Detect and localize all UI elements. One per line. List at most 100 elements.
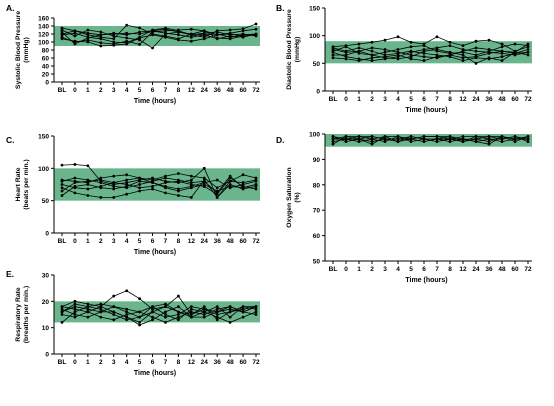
x-tick-label: 1 — [86, 359, 90, 366]
data-point — [189, 33, 193, 37]
data-point — [370, 142, 374, 146]
data-point — [422, 140, 426, 144]
data-point — [125, 178, 129, 182]
x-tick-label: BL — [329, 266, 338, 273]
y-tick-label: 60 — [42, 56, 50, 63]
data-point — [241, 27, 245, 31]
data-point — [73, 39, 77, 43]
y-tick-label: 70 — [313, 208, 321, 215]
data-point — [396, 51, 400, 55]
series-6 — [60, 26, 258, 39]
series-7 — [60, 32, 258, 48]
data-point — [254, 313, 258, 316]
x-axis-title: Time (hours) — [405, 107, 447, 114]
data-point — [526, 53, 530, 57]
data-point — [513, 42, 517, 46]
data-point — [164, 29, 167, 33]
data-point — [448, 44, 452, 48]
data-point — [189, 178, 193, 182]
y-tick-label: 100 — [38, 40, 49, 47]
data-point — [241, 315, 245, 319]
x-tick-label: 7 — [164, 359, 168, 366]
data-point — [409, 45, 413, 49]
data-point — [487, 137, 491, 141]
y-axis-title-line: (beats per min.) — [23, 159, 30, 210]
series-line — [61, 303, 257, 323]
data-point — [125, 318, 129, 322]
data-point — [73, 313, 77, 316]
data-point — [151, 315, 154, 319]
data-point — [125, 183, 129, 186]
data-point — [125, 185, 129, 188]
x-tick-label: 4 — [396, 266, 400, 273]
data-point — [60, 321, 64, 324]
data-point — [202, 313, 206, 316]
y-axis-title-line: (breaths per min.) — [23, 286, 30, 343]
data-point — [461, 44, 465, 48]
data-point — [99, 41, 103, 45]
data-point — [60, 28, 64, 32]
data-point — [228, 185, 232, 188]
x-tick-label: 48 — [498, 96, 506, 103]
data-point — [177, 189, 180, 193]
x-tick-label: 3 — [383, 266, 387, 273]
data-point — [487, 140, 491, 144]
x-tick-label: 72 — [524, 266, 532, 273]
data-point — [73, 34, 77, 38]
x-tick-label: 12 — [188, 238, 196, 245]
data-point — [228, 32, 232, 36]
y-axis-title-line: (%) — [294, 192, 301, 203]
data-point — [189, 196, 193, 199]
data-point — [73, 179, 77, 183]
x-tick-label: 4 — [125, 87, 129, 94]
x-tick-label: 4 — [396, 96, 400, 103]
x-tick-label: 6 — [151, 238, 155, 245]
data-point — [86, 164, 90, 168]
data-point — [254, 307, 258, 311]
data-point — [344, 137, 348, 141]
data-point — [60, 30, 64, 34]
data-point — [202, 166, 206, 170]
data-point — [138, 315, 142, 319]
data-point — [125, 307, 129, 311]
data-point — [125, 42, 129, 46]
data-point — [125, 33, 129, 37]
data-point — [500, 137, 504, 141]
data-point — [73, 191, 77, 195]
panel-label: C. — [6, 135, 15, 145]
data-point — [112, 294, 116, 298]
data-point — [86, 28, 90, 32]
data-point — [241, 29, 245, 33]
normal-range-band — [54, 301, 260, 323]
data-point — [370, 40, 374, 44]
y-tick-label: 0 — [45, 352, 49, 359]
data-point — [138, 38, 142, 42]
data-point — [383, 140, 387, 144]
series-line — [332, 43, 529, 64]
data-point — [383, 137, 387, 141]
series-line — [61, 303, 257, 321]
series-5 — [331, 42, 530, 57]
data-point — [513, 137, 517, 141]
x-tick-label: 36 — [214, 87, 222, 94]
data-point — [202, 178, 206, 182]
y-tick-label: 0 — [316, 89, 320, 96]
x-tick-label: 3 — [112, 359, 116, 366]
data-point — [422, 135, 426, 138]
data-point — [241, 305, 245, 308]
data-point — [254, 176, 258, 180]
data-point — [189, 183, 193, 186]
data-point — [370, 46, 374, 50]
data-point — [138, 183, 142, 186]
data-point — [487, 57, 491, 61]
data-point — [125, 192, 129, 196]
data-point — [202, 315, 206, 319]
data-point — [138, 323, 142, 327]
data-point — [526, 135, 530, 138]
series-line — [61, 29, 257, 49]
data-point — [189, 315, 193, 319]
x-tick-label: 2 — [99, 87, 103, 94]
y-axis-title-line: (mmHg) — [23, 37, 30, 63]
